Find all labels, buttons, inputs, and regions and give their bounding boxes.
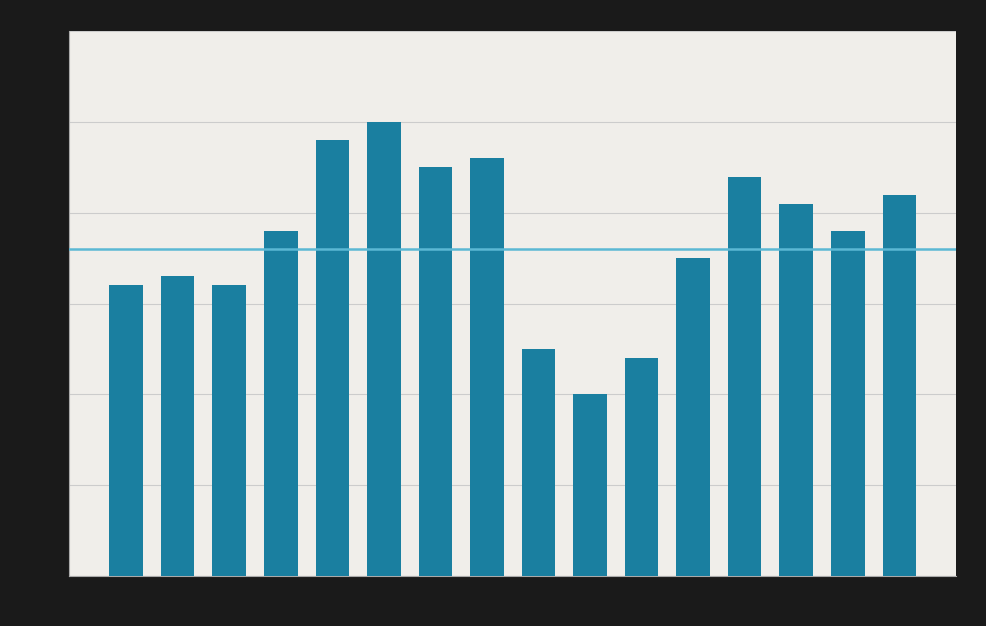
Bar	[470, 158, 504, 576]
Bar	[728, 177, 761, 576]
Bar	[625, 358, 659, 576]
Bar	[780, 204, 813, 576]
Bar	[161, 277, 194, 576]
Bar	[676, 259, 710, 576]
Bar	[109, 285, 143, 576]
Bar	[212, 285, 246, 576]
Bar	[831, 231, 865, 576]
Bar	[419, 168, 453, 576]
Bar	[367, 122, 400, 576]
Bar	[882, 195, 916, 576]
Bar	[573, 394, 606, 576]
Bar	[264, 231, 298, 576]
Bar	[522, 349, 555, 576]
Bar	[316, 140, 349, 576]
